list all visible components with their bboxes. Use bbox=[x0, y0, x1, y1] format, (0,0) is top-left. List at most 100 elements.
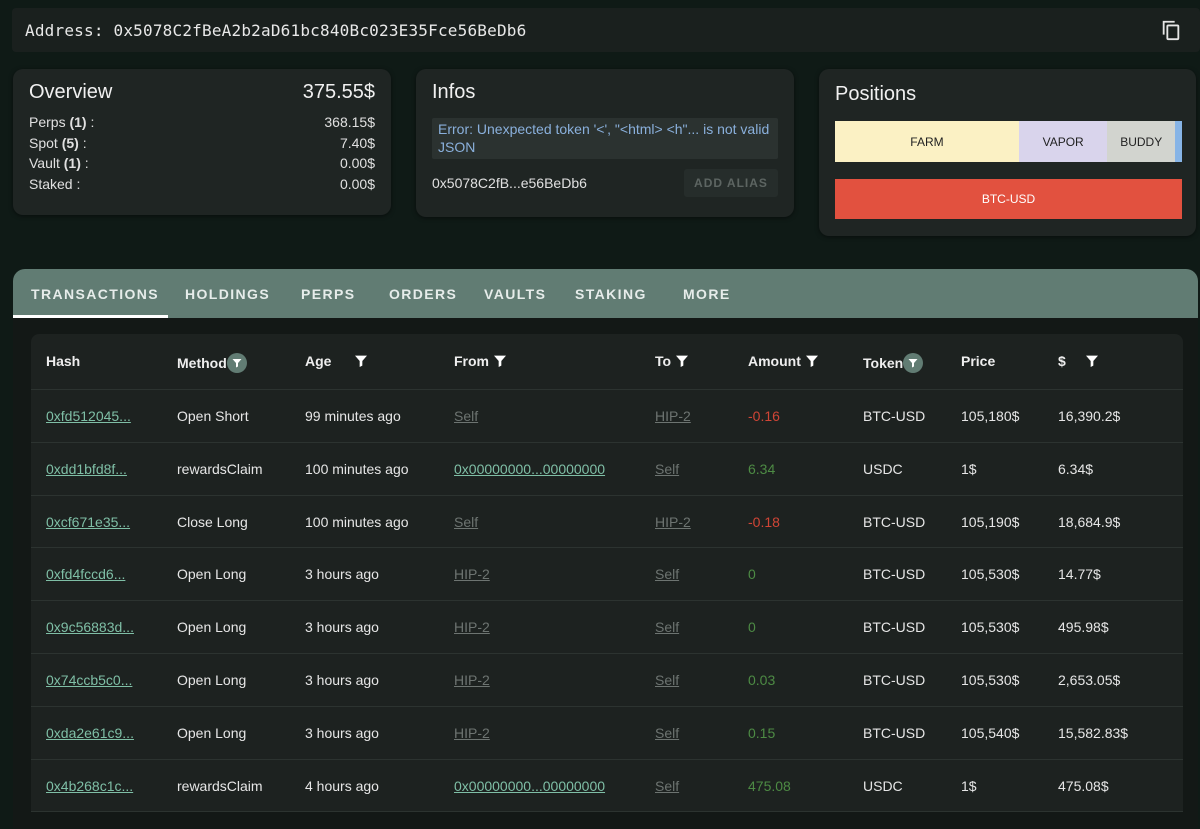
copy-icon[interactable] bbox=[1160, 19, 1182, 41]
to-filter-icon[interactable] bbox=[674, 353, 690, 369]
tab-staking[interactable]: STAKING bbox=[575, 286, 647, 302]
cell-price: 105,190$ bbox=[961, 513, 1020, 530]
cell-amount: -0.18 bbox=[748, 513, 780, 530]
cell-from[interactable]: 0x00000000...00000000 bbox=[454, 777, 606, 794]
amount-filter-icon[interactable] bbox=[804, 353, 820, 369]
cell-usd: 18,684.9$ bbox=[1058, 513, 1121, 530]
cell-to[interactable]: Self bbox=[655, 777, 680, 794]
cell-hash[interactable]: 0x4b268c1c... bbox=[46, 777, 134, 794]
cell-hash[interactable]: 0xdd1bfd8f... bbox=[46, 460, 127, 477]
overview-total: 375.55$ bbox=[302, 81, 375, 103]
cell-token: BTC-USD bbox=[863, 671, 926, 688]
header-from: From bbox=[454, 353, 508, 369]
overview-row-vault: Vault (1) : 0.00$ bbox=[29, 155, 375, 171]
from-filter-icon[interactable] bbox=[492, 353, 508, 369]
cell-usd: 495.98$ bbox=[1058, 619, 1109, 636]
cell-amount: 0 bbox=[748, 566, 756, 583]
token-filter-icon[interactable] bbox=[903, 353, 924, 373]
cell-method: Open Long bbox=[177, 671, 247, 688]
cell-amount: 475.08 bbox=[748, 777, 791, 794]
overview-title: Overview bbox=[29, 81, 113, 103]
cell-amount: -0.16 bbox=[748, 408, 780, 424]
position-segment-vapor[interactable]: VAPOR bbox=[1018, 121, 1108, 162]
cell-to[interactable]: Self bbox=[655, 566, 680, 583]
address-text: Address: 0x5078C2fBeA2b2aD61bc840Bc023E3… bbox=[25, 20, 527, 40]
add-alias-button[interactable]: ADD ALIAS bbox=[684, 169, 778, 197]
cell-usd: 14.77$ bbox=[1058, 566, 1101, 583]
header-age: Age bbox=[305, 353, 369, 369]
infos-title: Infos bbox=[432, 81, 476, 103]
tab-vaults[interactable]: VAULTS bbox=[484, 286, 547, 302]
cell-usd: 15,582.83$ bbox=[1058, 724, 1129, 741]
cell-method: rewardsClaim bbox=[177, 777, 263, 794]
cell-to[interactable]: Self bbox=[655, 724, 680, 741]
table-row: 0xda2e61c9... Open Long 3 hours ago HIP-2 Se… bbox=[31, 707, 1183, 760]
cell-token: USDC bbox=[863, 460, 903, 477]
short-address: 0x5078C2fB...e56BeDb6 bbox=[432, 175, 587, 191]
tabs-panel: TRANSACTIONS HOLDINGS PERPS ORDERS VAULT… bbox=[13, 269, 1198, 829]
cell-from[interactable]: HIP-2 bbox=[454, 724, 490, 741]
header-token: Token bbox=[863, 353, 924, 373]
cell-hash[interactable]: 0x74ccb5c0... bbox=[46, 671, 133, 688]
cell-to[interactable]: Self bbox=[655, 671, 680, 688]
infos-card: Infos Error: Unexpected token '<', "<htm… bbox=[416, 69, 794, 217]
cell-from[interactable]: HIP-2 bbox=[454, 671, 490, 688]
header-to: To bbox=[655, 353, 690, 369]
cell-age: 3 hours ago bbox=[305, 724, 379, 741]
position-btc-usd[interactable]: BTC-USD bbox=[835, 179, 1182, 219]
cell-to[interactable]: Self bbox=[655, 460, 680, 477]
cell-from[interactable]: 0x00000000...00000000 bbox=[454, 460, 606, 477]
cell-token: BTC-USD bbox=[863, 619, 926, 636]
method-filter-icon[interactable] bbox=[226, 353, 247, 373]
cell-token: BTC-USD bbox=[863, 724, 926, 741]
tab-holdings[interactable]: HOLDINGS bbox=[185, 286, 271, 302]
header-price: Price bbox=[961, 353, 996, 369]
tab-perps[interactable]: PERPS bbox=[301, 286, 356, 302]
header-method: Method bbox=[177, 353, 247, 373]
table-row: 0xcf671e35... Close Long 100 minutes ago Se… bbox=[31, 496, 1183, 549]
usd-filter-icon[interactable] bbox=[1084, 353, 1100, 369]
cell-age: 3 hours ago bbox=[305, 566, 379, 583]
header-amount: Amount bbox=[748, 353, 820, 369]
cell-method: rewardsClaim bbox=[177, 460, 263, 477]
overview-card: Overview 375.55$ Perps (1) : 368.15$ Spo… bbox=[13, 69, 391, 215]
table-row: 0xdd1bfd8f... rewardsClaim 100 minutes ago… bbox=[31, 443, 1183, 496]
positions-title: Positions bbox=[835, 83, 917, 105]
cell-hash[interactable]: 0xcf671e35... bbox=[46, 513, 131, 530]
positions-bar: FARM VAPOR BUDDY bbox=[835, 121, 1182, 162]
cell-hash[interactable]: 0xfd4fccd6... bbox=[46, 566, 126, 583]
error-message: Error: Unexpected token '<', "<html> <h"… bbox=[432, 118, 778, 159]
cell-amount: 0.03 bbox=[748, 671, 776, 688]
position-segment-buddy[interactable]: BUDDY bbox=[1107, 121, 1176, 162]
cell-to[interactable]: HIP-2 bbox=[655, 513, 691, 530]
cell-price: 105,530$ bbox=[961, 619, 1020, 636]
cell-token: BTC-USD bbox=[863, 408, 926, 424]
cell-amount: 0.15 bbox=[748, 724, 776, 741]
cell-from[interactable]: HIP-2 bbox=[454, 566, 490, 583]
cell-hash[interactable]: 0x9c56883d... bbox=[46, 619, 134, 636]
table-row: 0x9c56883d... Open Long 3 hours ago HIP-2 Se… bbox=[31, 601, 1183, 654]
position-segment-other[interactable] bbox=[1175, 121, 1182, 162]
table-row: 0xfd512045... Open Short 99 minutes ago Sel… bbox=[31, 390, 1183, 443]
tab-orders[interactable]: ORDERS bbox=[389, 286, 458, 302]
cell-from[interactable]: HIP-2 bbox=[454, 619, 490, 636]
cell-to[interactable]: HIP-2 bbox=[655, 408, 691, 424]
table-row: 0x74ccb5c0... Open Long 3 hours ago HIP-2 Se… bbox=[31, 654, 1183, 707]
position-segment-farm[interactable]: FARM bbox=[835, 121, 1019, 162]
cell-price: 105,540$ bbox=[961, 724, 1020, 741]
cell-usd: 475.08$ bbox=[1058, 777, 1109, 794]
cell-hash[interactable]: 0xfd512045... bbox=[46, 408, 131, 424]
header-usd: $ bbox=[1058, 353, 1100, 369]
cell-from[interactable]: Self bbox=[454, 408, 479, 424]
cell-from[interactable]: Self bbox=[454, 513, 479, 530]
tab-transactions[interactable]: TRANSACTIONS bbox=[31, 286, 160, 302]
cell-hash[interactable]: 0xda2e61c9... bbox=[46, 724, 134, 741]
cell-amount: 6.34 bbox=[748, 460, 776, 477]
cell-usd: 16,390.2$ bbox=[1058, 408, 1121, 424]
age-filter-icon[interactable] bbox=[353, 353, 369, 369]
cell-method: Close Long bbox=[177, 513, 248, 530]
cell-to[interactable]: Self bbox=[655, 619, 680, 636]
cell-token: USDC bbox=[863, 777, 903, 794]
tab-more[interactable]: MORE bbox=[683, 286, 731, 302]
cell-method: Open Long bbox=[177, 619, 247, 636]
